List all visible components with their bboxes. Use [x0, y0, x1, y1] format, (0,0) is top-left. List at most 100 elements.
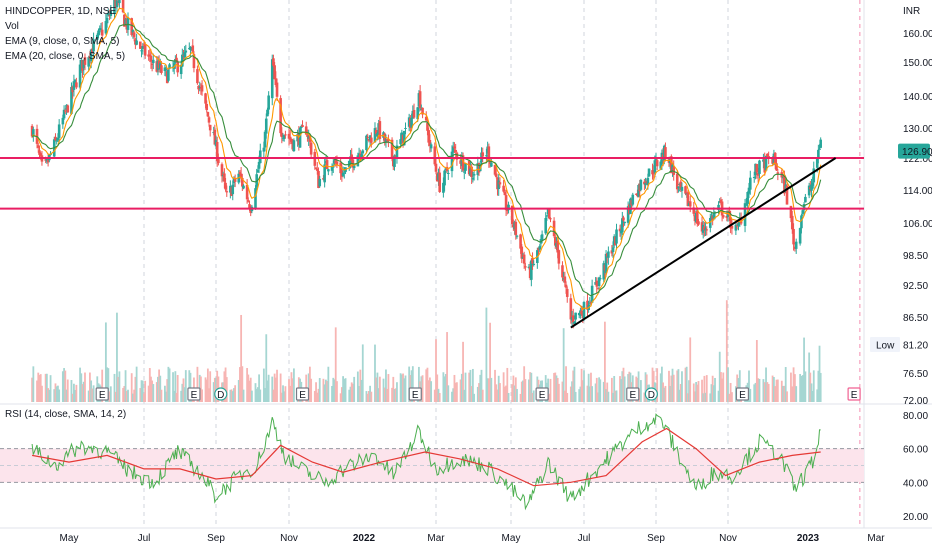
volume-bar [439, 393, 441, 402]
volume-bar [673, 375, 675, 402]
candle-body [681, 187, 684, 191]
volume-bar [119, 371, 121, 402]
volume-bar [575, 392, 577, 402]
legend-volume[interactable]: Vol [5, 21, 19, 32]
rsi-tick-label: 80.00 [903, 411, 928, 422]
candle-body [265, 119, 268, 134]
event-marker-earnings[interactable]: E [536, 388, 548, 401]
event-label: E [299, 390, 306, 401]
candle-body [144, 45, 147, 56]
candle-body [435, 164, 438, 172]
candle-body [185, 51, 188, 53]
volume-bar [795, 386, 797, 402]
volume-bar [268, 375, 270, 402]
candle-body [566, 289, 569, 297]
volume-bar [731, 392, 733, 402]
event-marker-earnings[interactable]: E [297, 388, 309, 401]
volume-bar [251, 391, 253, 402]
volume-bar [524, 379, 526, 402]
candle-body [284, 134, 287, 135]
event-marker-dividend[interactable]: D [645, 388, 657, 401]
candle-body [430, 144, 433, 148]
candle-body [293, 140, 296, 151]
event-marker-dividend[interactable]: D [215, 388, 227, 401]
candle-body [438, 173, 441, 192]
event-label: E [99, 390, 106, 401]
time-tick-label: Nov [719, 533, 737, 544]
volume-bar [698, 381, 700, 402]
event-label: E [412, 390, 419, 401]
candle-body [689, 201, 692, 206]
candle-body [684, 186, 687, 193]
candle-body [623, 222, 626, 223]
legend-ema9[interactable]: EMA (9, close, 0, SMA, 5) [5, 36, 119, 47]
candle-body [499, 182, 502, 184]
event-marker-earnings[interactable]: E [409, 388, 421, 401]
candle-body [795, 242, 798, 249]
candle-body [749, 178, 752, 190]
event-label: E [629, 390, 636, 401]
volume-bar [201, 389, 203, 402]
price-tick-label: 130.00 [903, 124, 932, 135]
legend-rsi[interactable]: RSI (14, close, SMA, 14, 2) [5, 409, 126, 420]
candle-body [225, 191, 228, 192]
volume-bar [482, 390, 484, 402]
volume-bar [749, 389, 751, 402]
candle-body [612, 247, 615, 252]
volume-bar [607, 392, 609, 402]
volume-bar [624, 376, 626, 402]
volume-bar [405, 376, 407, 402]
candle-body [242, 186, 245, 189]
candle-body [259, 151, 262, 164]
volume-bar [558, 384, 560, 402]
candle-body [648, 169, 651, 177]
candle-body [473, 174, 476, 175]
candle-body [327, 169, 330, 171]
candle-body [640, 180, 643, 190]
candle-body [118, 0, 121, 3]
event-marker-earnings[interactable]: E [736, 388, 748, 401]
event-marker-earnings[interactable]: E [627, 388, 639, 401]
volume-bar [681, 371, 683, 402]
candle-body [516, 236, 519, 237]
candle-body [524, 266, 527, 267]
candle-body [310, 143, 313, 155]
volume-bar [786, 391, 788, 402]
candle-body [464, 163, 467, 170]
candle-body [133, 32, 136, 37]
ema20-line [32, 24, 821, 296]
event-marker-earnings[interactable]: E [96, 388, 108, 401]
candle-body [135, 41, 138, 45]
price-tick-label: 150.00 [903, 58, 932, 69]
legend-symbol[interactable]: HINDCOPPER, 1D, NSE [5, 6, 116, 17]
volume-bar [616, 390, 618, 402]
candle-body [152, 60, 155, 63]
volume-bar [714, 378, 716, 402]
grid-group [144, 0, 860, 526]
time-tick-label: Mar [867, 533, 885, 544]
event-label: E [191, 390, 198, 401]
candle-body [447, 173, 450, 174]
time-tick-label: Nov [280, 533, 298, 544]
price-tick-label: 98.50 [903, 251, 928, 262]
event-marker-earnings[interactable]: E [848, 388, 860, 401]
volume-bar [226, 377, 228, 402]
candle-body [819, 140, 822, 148]
candle-body [705, 229, 708, 230]
volume-bar [813, 370, 815, 402]
candle-body [209, 125, 212, 131]
candle-body [106, 18, 109, 23]
volume-bar [293, 368, 295, 402]
candle-body [207, 112, 210, 116]
legend-ema20[interactable]: EMA (20, close, 0, SMA, 5) [5, 51, 125, 62]
candle-body [622, 217, 625, 220]
candle-body [167, 70, 170, 81]
candles [31, 0, 822, 328]
volume-bar [640, 380, 642, 402]
volume-bar [473, 394, 475, 402]
volume-bar [336, 381, 338, 402]
event-marker-earnings[interactable]: E [188, 388, 200, 401]
price-tick-label: 86.50 [903, 313, 928, 324]
